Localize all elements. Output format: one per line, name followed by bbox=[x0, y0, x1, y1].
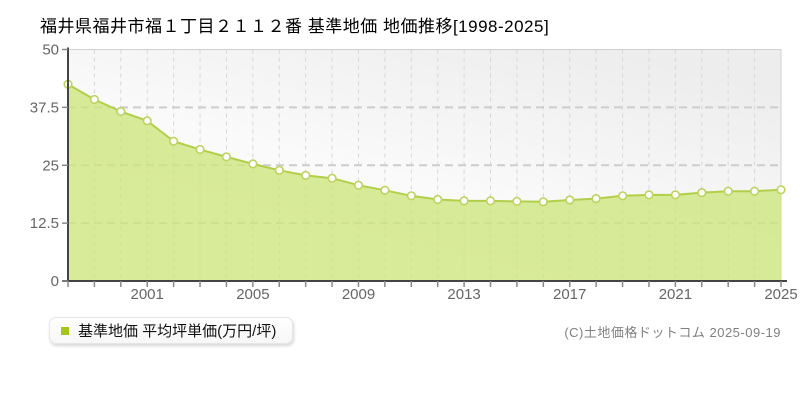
axes bbox=[62, 47, 787, 282]
svg-text:50: 50 bbox=[42, 42, 59, 59]
y-ticks bbox=[62, 48, 68, 282]
data-point-markers bbox=[63, 79, 786, 207]
svg-text:37.5: 37.5 bbox=[30, 99, 59, 116]
legend-label: 基準地価 平均坪単価(万円/坪) bbox=[78, 323, 277, 340]
area-series bbox=[68, 84, 781, 281]
x-ticks bbox=[67, 281, 782, 287]
svg-text:25: 25 bbox=[42, 157, 59, 174]
svg-text:2005: 2005 bbox=[236, 286, 269, 303]
y-tick-labels: 0 12.5 25 37.5 50 bbox=[30, 42, 59, 291]
line-series bbox=[67, 83, 782, 203]
x-tick-labels: 2001 2005 2009 2013 2017 2021 2025 bbox=[131, 286, 798, 303]
chart-title: 福井県福井市福１丁目２１１２番 基準地価 地価推移[1998-2025] bbox=[40, 17, 550, 36]
svg-text:12.5: 12.5 bbox=[30, 215, 59, 232]
svg-text:2025: 2025 bbox=[764, 286, 797, 303]
svg-text:2021: 2021 bbox=[659, 286, 692, 303]
svg-text:2009: 2009 bbox=[342, 286, 375, 303]
legend: 基準地価 平均坪単価(万円/坪) bbox=[49, 317, 294, 344]
svg-text:2013: 2013 bbox=[447, 286, 480, 303]
svg-text:2017: 2017 bbox=[553, 286, 586, 303]
copyright-text: (C)土地価格ドットコム 2025-09-19 bbox=[564, 325, 781, 340]
svg-text:2001: 2001 bbox=[131, 286, 164, 303]
svg-text:0: 0 bbox=[51, 273, 59, 290]
legend-marker-icon bbox=[61, 326, 69, 335]
